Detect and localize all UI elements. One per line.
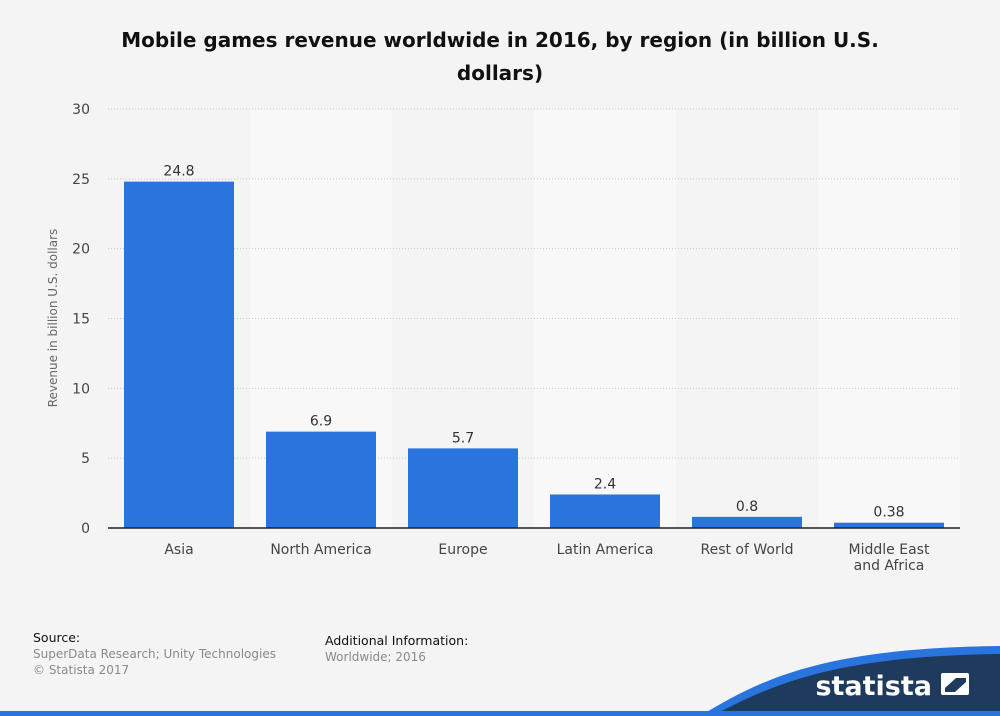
x-tick-label: Asia	[164, 542, 193, 558]
plot-band	[534, 109, 676, 528]
bar-3	[550, 494, 660, 528]
chart-title: Mobile games revenue worldwide in 2016, …	[121, 28, 879, 85]
y-tick-label: 15	[72, 312, 90, 328]
data-label: 0.38	[873, 505, 904, 521]
additional-info-heading: Additional Information:	[325, 633, 469, 648]
brand-wave	[712, 654, 1000, 716]
y-axis-title: Revenue in billion U.S. dollars	[46, 229, 60, 408]
data-label: 0.8	[736, 499, 758, 515]
data-label: 6.9	[310, 414, 332, 430]
additional-info-text: Worldwide; 2016	[325, 650, 426, 664]
x-tick-label: Rest of World	[700, 542, 793, 558]
x-tick-label: and Africa	[854, 558, 925, 574]
bar-chart: Revenue in billion U.S. dollars 0 5 10 15 20…	[46, 102, 960, 574]
y-tick-label: 10	[72, 381, 90, 397]
bottom-accent-line	[0, 711, 1000, 716]
y-tick-label: 30	[72, 102, 90, 118]
bar-1	[266, 431, 376, 528]
x-tick-label: Latin America	[557, 542, 654, 558]
x-tick-label: North America	[270, 542, 371, 558]
y-tick-label: 0	[81, 521, 90, 537]
data-label: 5.7	[452, 430, 474, 446]
y-tick-label: 20	[72, 242, 90, 258]
y-tick-label: 25	[72, 172, 90, 188]
x-tick-label: Middle East	[849, 542, 930, 558]
bar-0	[124, 181, 234, 529]
bar-4	[692, 516, 802, 528]
statista-logo-icon	[941, 673, 969, 695]
bar-2	[408, 448, 518, 528]
source-text: SuperData Research; Unity Technologies	[33, 647, 276, 661]
x-tick-label: Europe	[438, 542, 487, 558]
bar-5	[834, 522, 944, 528]
source-heading: Source:	[33, 630, 81, 645]
data-label: 24.8	[163, 164, 194, 180]
y-tick-label: 5	[81, 451, 90, 467]
source-block: Source: SuperData Research; Unity Techno…	[33, 630, 276, 678]
additional-info-block: Additional Information: Worldwide; 2016	[325, 633, 468, 665]
statista-logo-text: statista	[815, 671, 932, 702]
data-label: 2.4	[594, 476, 616, 492]
copyright-text: © Statista 2017	[33, 663, 130, 677]
